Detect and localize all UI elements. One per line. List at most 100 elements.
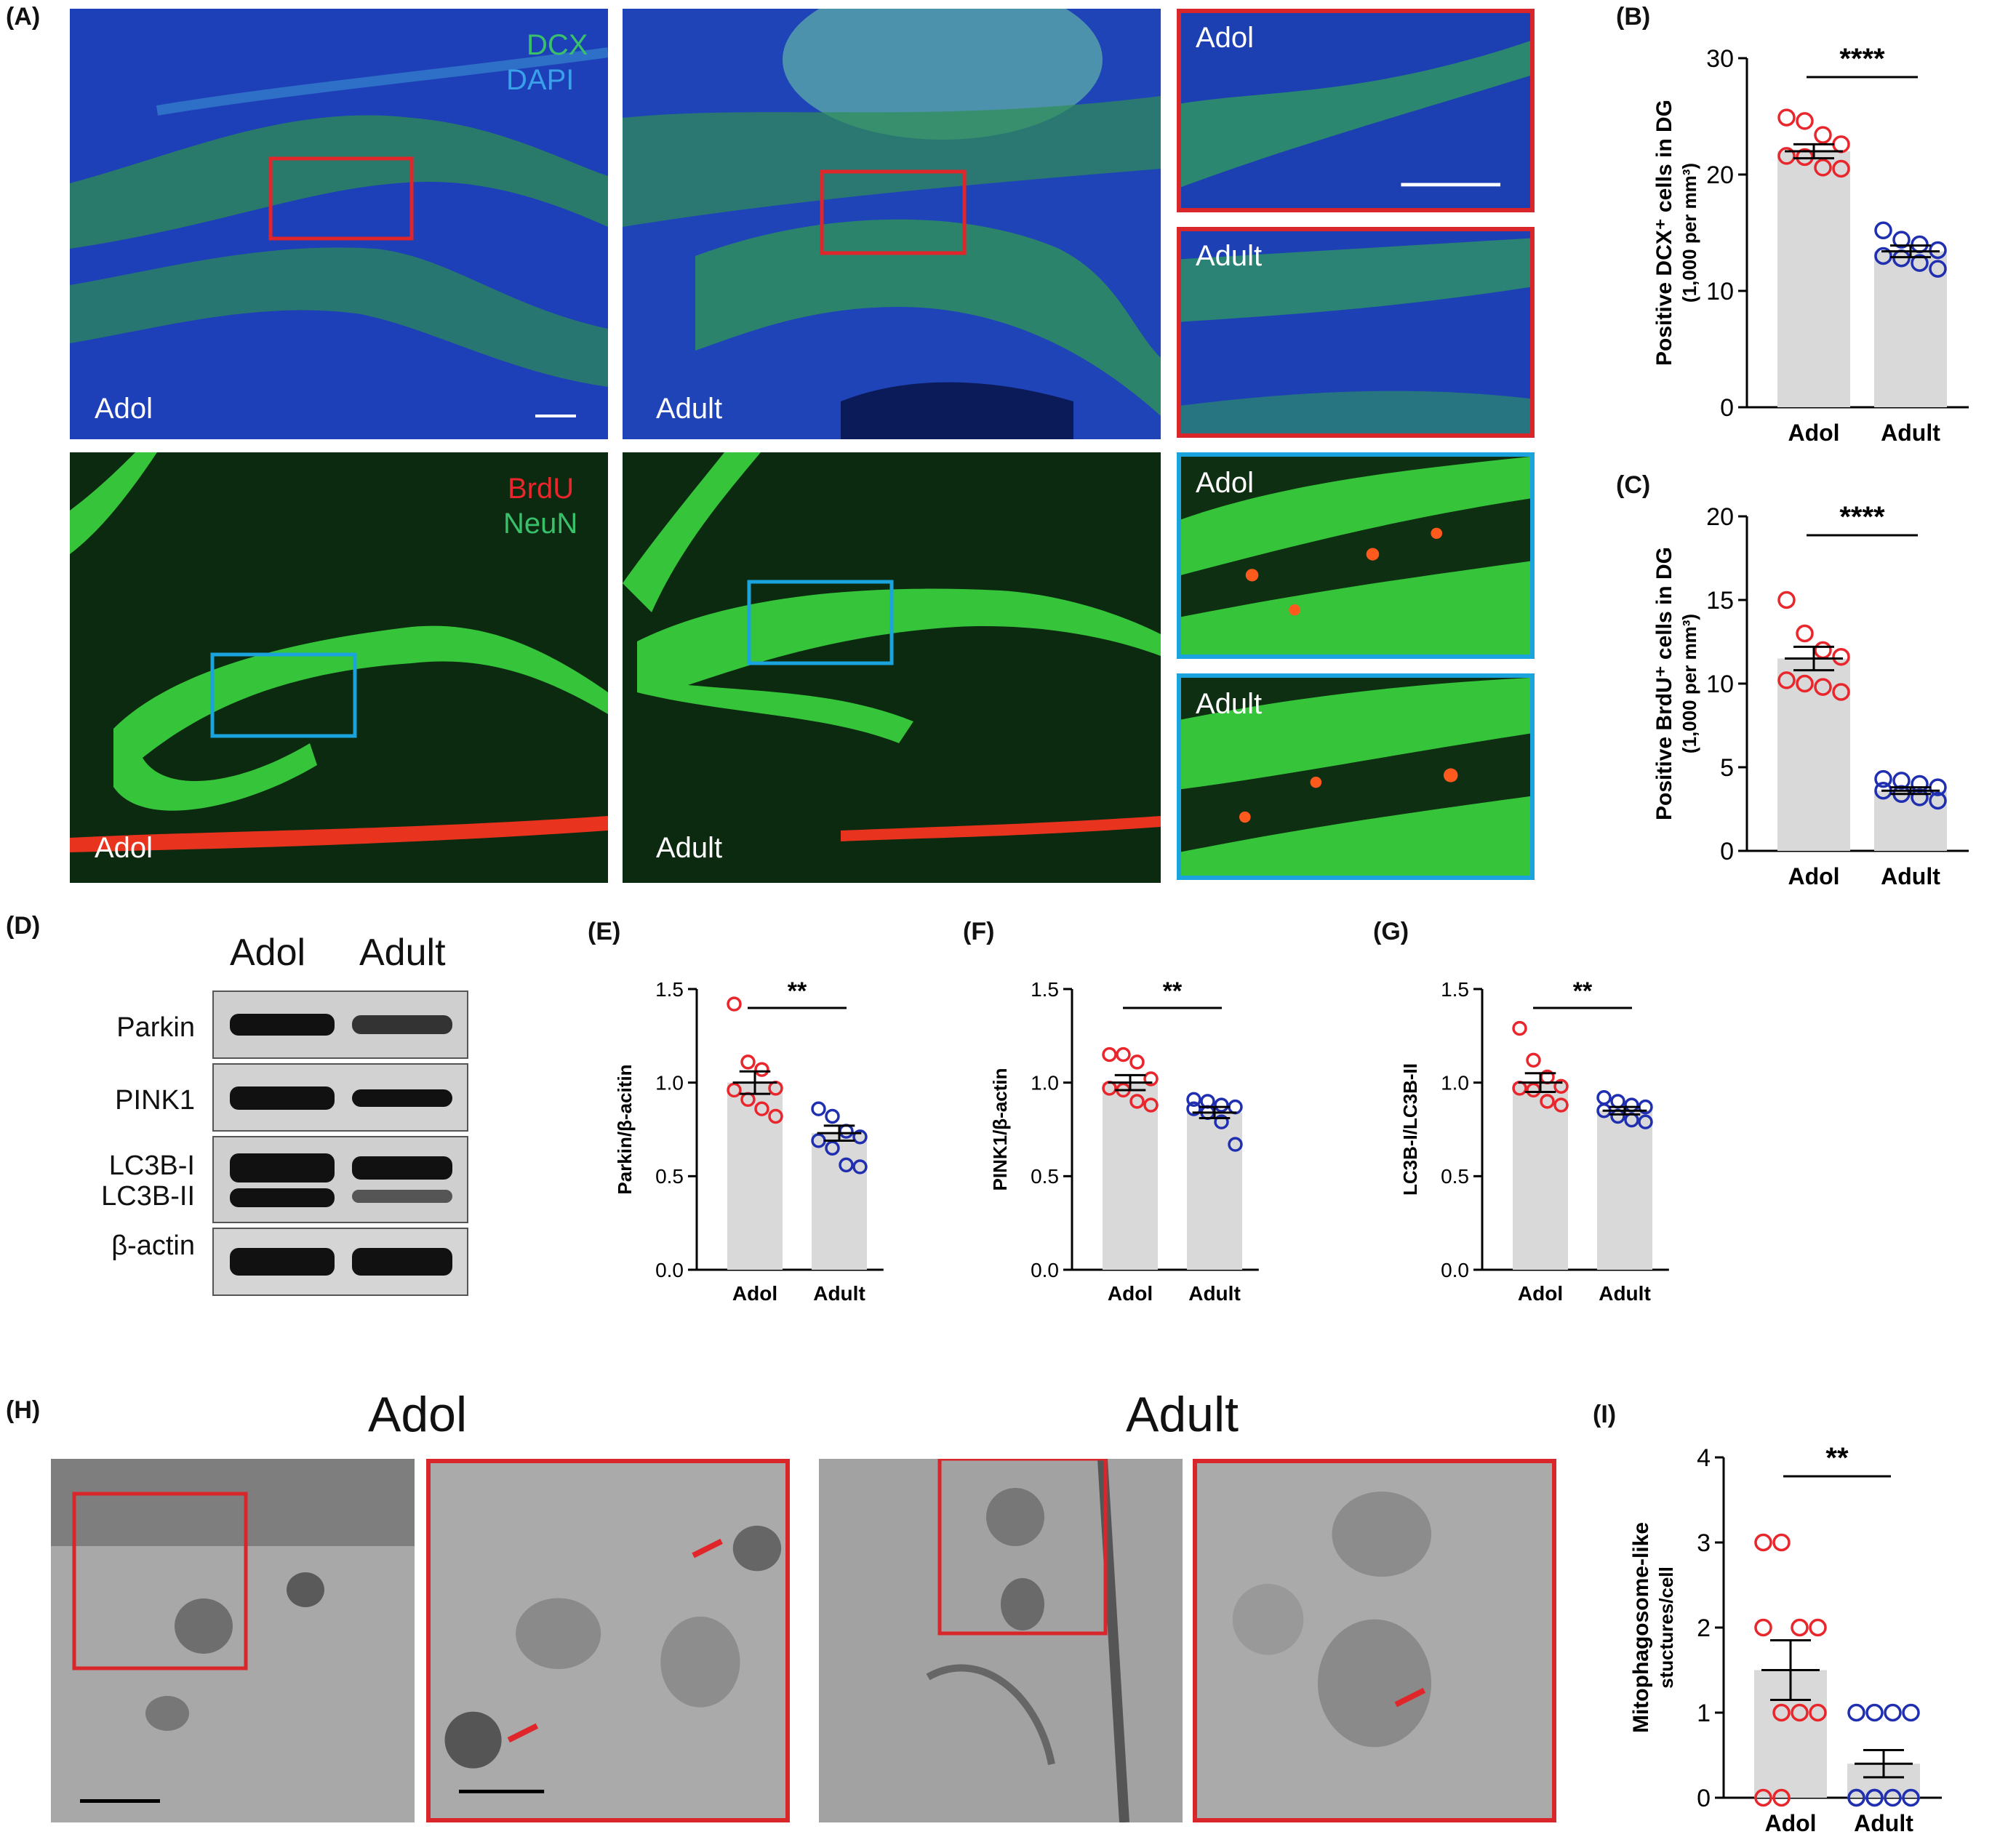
zoom-label-adult: Adult [1196,240,1263,272]
y-tick-label: 1.0 [1441,1071,1469,1094]
data-point [1814,641,1832,660]
blot-column-adol: Adol [230,932,306,974]
y-tick-label: 0 [1697,1785,1711,1812]
data-point [1754,1618,1772,1637]
significance-label: ** [1825,1442,1849,1474]
data-point [1553,1078,1569,1094]
x-tick-label: Adult [1854,1810,1913,1836]
blot-column-adult: Adult [359,932,446,974]
zoom-label-adol-brdu: Adol [1196,467,1255,499]
data-point [1772,1533,1791,1552]
data-point [1814,678,1832,696]
blot-row-lc3b-ii: LC3B-II [101,1181,195,1212]
y-axis-label: Parkin/β-acitin [614,1064,636,1194]
data-point [1512,1020,1527,1036]
data-point [1892,231,1911,249]
blot-strip-pink1 [212,1063,468,1132]
data-point [1832,647,1850,666]
stain-label-dcx: DCX [527,29,588,61]
data-point [852,1129,868,1145]
chart-dcx-cells: 0 10 20 30 Adol Adult **** Positive DCX⁺ cells … [1652,43,1969,446]
data-point [1832,135,1850,153]
panel-label-i: (I) [1593,1401,1617,1428]
blot-row-lc3b-i: LC3B-I [108,1150,195,1181]
data-point [1874,247,1892,265]
bar-adult [1874,251,1947,407]
stain-label-neun: NeuN [503,508,578,540]
y-tick-label: 1.0 [1031,1071,1059,1094]
image-label-adol: Adol [95,393,153,425]
y-tick-label: 5 [1720,754,1734,782]
dcx-zoom-adult-image: Adult [1177,227,1535,438]
chart-brdu-cells: 0 5 10 15 20 Adol Adult **** Positive BrdU⁺ cell… [1652,501,1969,889]
data-point [1902,1703,1920,1722]
em-title-adult: Adult [1126,1387,1239,1442]
y-tick-label: 0.0 [655,1259,684,1281]
x-tick-label: Adult [1881,863,1940,889]
y-tick-label: 0 [1720,394,1734,422]
data-point [1902,1788,1920,1807]
blot-row-parkin: Parkin [116,1012,195,1043]
data-point [1884,1788,1902,1807]
data-point [1102,1046,1117,1062]
y-tick-label: 2 [1697,1614,1711,1642]
data-point [1610,1094,1625,1109]
y-tick-label: 0.0 [1031,1259,1059,1281]
y-tick-label: 20 [1706,503,1734,531]
data-point [754,1101,769,1116]
data-point [1129,1054,1145,1070]
data-point [1186,1092,1201,1108]
bar-adol [1777,658,1850,851]
y-tick-label: 0.5 [1031,1165,1059,1188]
data-point [1809,1618,1827,1637]
image-label-adult-brdu: Adult [656,832,723,864]
data-point [825,1140,840,1156]
data-point [1796,674,1814,693]
y-tick-label: 0.0 [1441,1259,1469,1281]
bar-adol [727,1082,783,1270]
data-point [1228,1099,1243,1115]
data-point [1796,148,1814,167]
y-tick-label: 0.5 [655,1165,684,1188]
panel-label-e: (E) [588,918,621,945]
dcx-dapi-adult-image: Adult [623,9,1161,439]
data-point [1553,1097,1569,1113]
data-point [754,1062,769,1077]
zoom-label-adult-brdu: Adult [1196,688,1263,720]
significance-label: **** [1839,501,1885,533]
x-tick-label: Adol [1108,1282,1153,1305]
data-point [1847,1788,1865,1807]
data-point [1143,1097,1159,1113]
em-adult-image [819,1459,1183,1822]
data-point [1874,221,1892,240]
data-point [1929,260,1947,278]
blot-strip-parkin [212,990,468,1059]
significance-label: ** [788,977,807,1005]
x-tick-label: Adult [813,1282,865,1305]
data-point [1796,112,1814,130]
y-tick-label: 4 [1697,1444,1711,1472]
y-axis-label-unit: stuctures/cell [1655,1566,1677,1689]
data-point [1624,1097,1639,1113]
y-axis-label: Positive DCX⁺ cells in DG [1652,100,1676,366]
blot-strip-actin [212,1228,468,1296]
data-point [825,1108,840,1124]
stain-label-dapi: DAPI [506,64,575,96]
data-point [1214,1097,1229,1113]
x-tick-label: Adol [1518,1282,1563,1305]
x-tick-label: Adult [1881,420,1940,446]
data-point [1638,1114,1653,1129]
data-point [1129,1094,1145,1109]
data-point [1186,1101,1201,1116]
panel-label-h: (H) [6,1396,41,1424]
data-point [1791,1703,1809,1722]
chart-pink1: 0.0 0.5 1.0 1.5 Adol Adult ** PINK1/β-actin [989,977,1259,1305]
data-point [1791,1618,1809,1637]
data-point [1526,1052,1541,1068]
blot-strip-lc3b [212,1136,468,1223]
panel-label-g: (G) [1373,918,1409,945]
data-point [839,1157,854,1173]
x-tick-label: Adol [1788,420,1839,446]
bar-adult [1187,1112,1242,1270]
chart-lc3b: 0.0 0.5 1.0 1.5 Adol Adult ** LC3B-I/LC3B-II [1399,977,1669,1305]
